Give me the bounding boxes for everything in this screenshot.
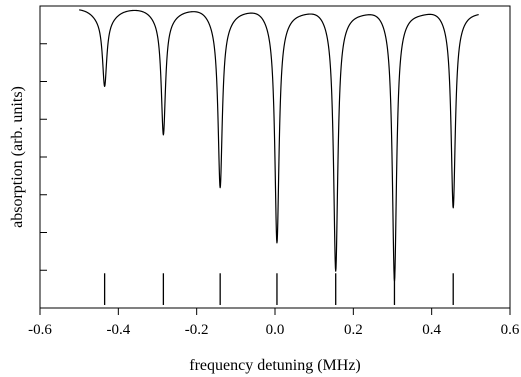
x-tick-label-1: -0.4	[106, 322, 130, 338]
y-axis-ticks	[40, 5, 47, 309]
x-tick-label-2: -0.2	[185, 322, 209, 338]
x-tick-label-3: 0.0	[266, 322, 285, 338]
x-axis-label: frequency detuning (MHz)	[189, 357, 361, 374]
x-tick-label-5: 0.4	[422, 322, 441, 338]
absorption-spectrum-line	[78, 9, 479, 282]
x-axis-tick-labels: -0.6 -0.4 -0.2 0.0 0.2 0.4 0.6	[28, 322, 520, 338]
x-tick-label-6: 0.6	[501, 322, 520, 338]
line-position-markers	[103, 273, 454, 305]
x-tick-label-4: 0.2	[344, 322, 363, 338]
x-axis-ticks	[39, 308, 511, 315]
y-axis-label: absorption (arb. units)	[9, 86, 26, 228]
x-tick-label-0: -0.6	[28, 322, 52, 338]
